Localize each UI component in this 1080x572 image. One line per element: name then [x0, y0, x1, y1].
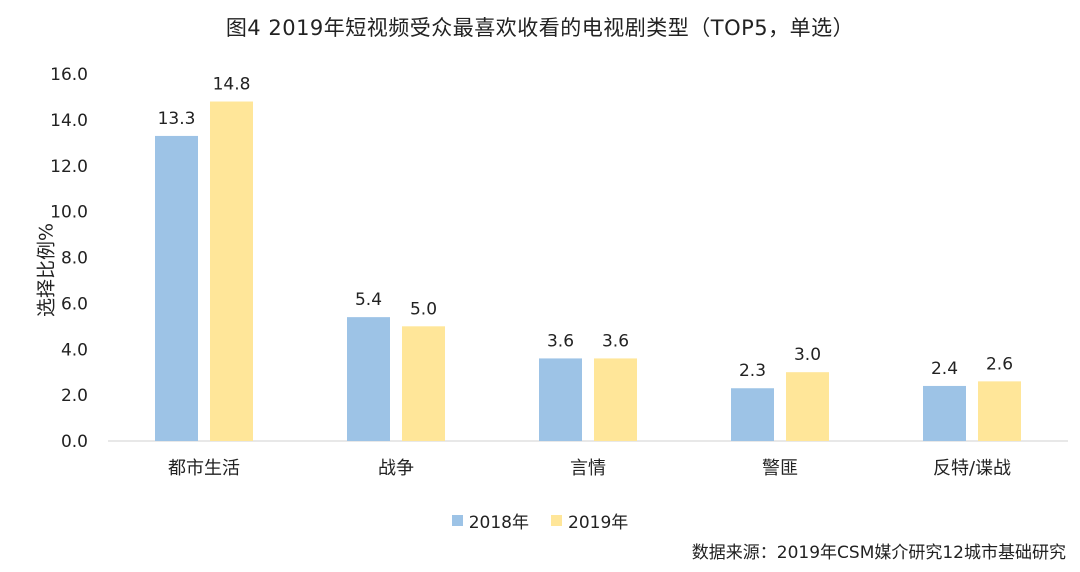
legend-item-2018: 2018年	[451, 508, 529, 533]
legend-swatch-2018	[451, 515, 463, 526]
chart-title: 图4 2019年短视频受众最喜欢收看的电视剧类型（TOP5，单选）	[225, 16, 855, 40]
bar-2018	[731, 388, 774, 441]
x-tick-label: 言情	[570, 458, 606, 479]
data-label: 3.6	[602, 331, 629, 351]
legend-label-2019: 2019年	[568, 513, 629, 533]
bar-2019	[402, 326, 445, 441]
y-tick-label: 12.0	[50, 157, 88, 177]
legend-item-2019: 2019年	[551, 508, 628, 533]
y-tick-label: 10.0	[50, 203, 88, 223]
bar-2018	[347, 317, 390, 441]
y-tick-label: 4.0	[61, 340, 88, 360]
bar-2018	[155, 135, 198, 441]
y-tick-label: 14.0	[50, 111, 88, 131]
data-label: 3.0	[794, 345, 821, 365]
bar-2019	[210, 101, 253, 442]
data-label: 2.6	[986, 354, 1013, 374]
bar-2019	[594, 358, 637, 441]
data-label: 13.3	[158, 109, 196, 129]
legend-label-2018: 2018年	[468, 513, 529, 533]
data-label: 14.8	[213, 75, 251, 95]
bar-2019	[786, 372, 829, 441]
data-label: 5.4	[355, 290, 382, 310]
data-label: 2.4	[931, 359, 958, 379]
y-tick-label: 16.0	[50, 65, 88, 85]
bar-2018	[923, 385, 966, 441]
x-tick-label: 都市生活	[168, 458, 240, 479]
data-label: 3.6	[547, 331, 574, 351]
y-tick-label: 8.0	[61, 249, 88, 269]
bar-2019	[978, 381, 1021, 441]
y-tick-label: 0.0	[61, 432, 88, 452]
x-tick-label: 反特/谍战	[933, 458, 1011, 479]
y-tick-label: 2.0	[61, 386, 88, 406]
data-source-note: 数据来源：2019年CSM媒介研究12城市基础研究	[691, 543, 1066, 563]
y-tick-label: 6.0	[61, 294, 88, 314]
data-label: 2.3	[739, 361, 766, 381]
x-tick-label: 警匪	[762, 458, 798, 479]
legend-swatch-2019	[551, 515, 562, 526]
x-tick-label: 战争	[378, 458, 414, 479]
data-label: 5.0	[410, 299, 437, 319]
bar-2018	[539, 358, 582, 441]
legend: 2018年 2019年	[0, 508, 1080, 533]
